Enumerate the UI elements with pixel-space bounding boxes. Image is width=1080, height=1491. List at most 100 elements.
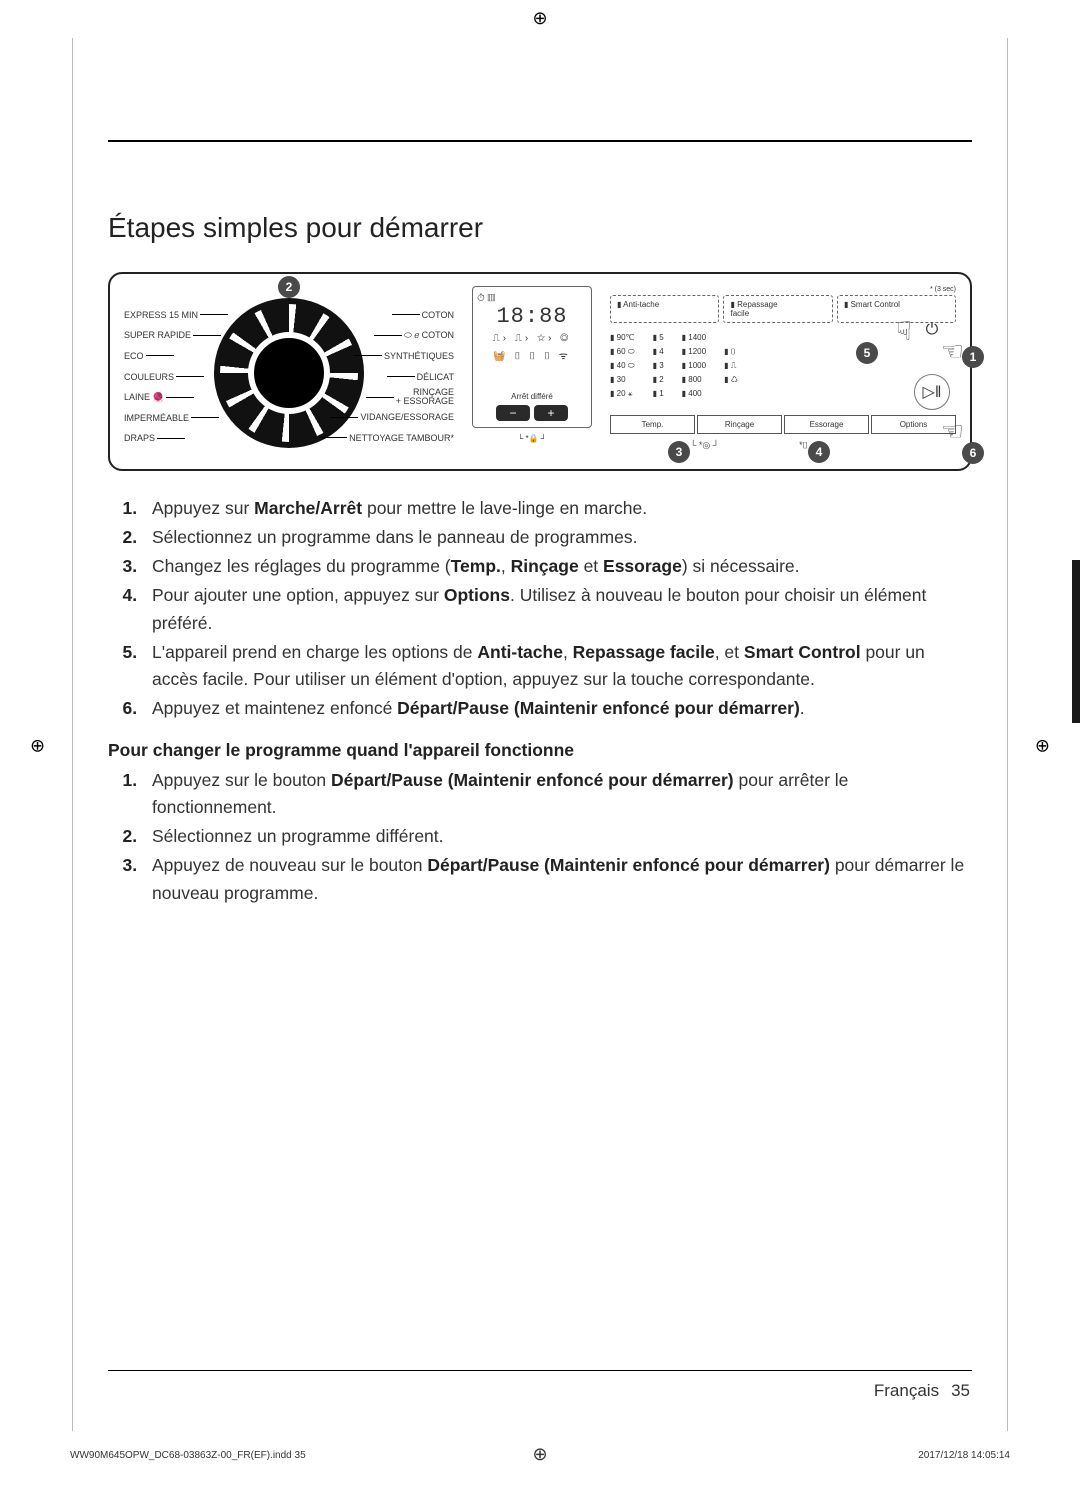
dial-label: EXPRESS 15 MIN (124, 305, 198, 325)
step-item: Pour ajouter une option, appuyez sur Opt… (142, 582, 972, 636)
footer-text: Français 35 (874, 1381, 970, 1401)
step-item: Appuyez de nouveau sur le bouton Départ/… (142, 852, 972, 906)
text: Sélectionnez un programme dans le pannea… (152, 527, 637, 547)
spin-item: ▮ 800 (682, 373, 706, 387)
options-column: ▮ ⌷ ▮ ⎍ ▮ ♺ (724, 345, 738, 401)
selector-spin: Essorage (784, 415, 869, 434)
dial-label: ⬭ 𝑒 COTON (404, 325, 454, 345)
minus-button: − (496, 405, 530, 421)
dial-label: DÉLICAT (417, 367, 454, 387)
control-panel-diagram: 2 EXPRESS 15 MIN SUPER RAPIDE ECO COULEU… (108, 272, 972, 471)
text: Sélectionnez un programme différent. (152, 826, 444, 846)
step-item: Appuyez sur le bouton Départ/Pause (Main… (142, 767, 972, 821)
bold-text: Essorage (603, 556, 682, 576)
footer-language: Français (874, 1381, 939, 1400)
callout-4: 4 (808, 441, 830, 463)
rinse-item: ▮ 4 (653, 345, 664, 359)
display-icons: 🧺 ⌷ ⌷ ⌷ ᯤ (477, 348, 587, 362)
text: Changez les réglages du programme ( (152, 556, 451, 576)
footer-rule (108, 1370, 972, 1371)
temp-item: ▮ 20 ⚹ (610, 387, 635, 401)
sub-heading: Pour changer le programme quand l'appare… (108, 740, 972, 761)
dial-label: DRAPS (124, 428, 155, 448)
hand-pointer-icon: ☜ (941, 336, 964, 367)
display-box: ⏱ ▥ 18:88 ⎍› ⎍› ☆› ◎ 🧺 ⌷ ⌷ ⌷ ᯤ Arrêt dif… (472, 286, 592, 428)
dial-labels-right: COTON ⬭ 𝑒 COTON SYNTHÉTIQUES DÉLICAT RIN… (319, 304, 454, 448)
text: Appuyez et maintenez enfoncé (152, 698, 397, 718)
rinse-item: ▮ 5 (653, 331, 664, 345)
callout-5: 5 (856, 342, 878, 364)
rinse-under: └ *◎ ┘ (690, 440, 719, 451)
spin-column: ▮ 1400 ▮ 1200 ▮ 1000 ▮ 800 ▮ 400 (682, 331, 706, 401)
dial-labels-left: EXPRESS 15 MIN SUPER RAPIDE ECO COULEURS… (124, 304, 228, 448)
dial-label: VIDANGE/ESSORAGE (360, 407, 454, 427)
callout-3: 3 (668, 441, 690, 463)
bold-text: Départ/Pause (Maintenir enfoncé pour dém… (331, 770, 734, 790)
dial-label: SYNTHÉTIQUES (384, 346, 454, 366)
step-item: Changez les réglages du programme (Temp.… (142, 553, 972, 580)
plus-button: + (534, 405, 568, 421)
print-meta-left: WW90M645OPW_DC68-03863Z-00_FR(EF).indd 3… (70, 1450, 306, 1461)
text: Appuyez sur (152, 498, 254, 518)
text: Pour ajouter une option, appuyez sur (152, 585, 444, 605)
footer-page-number: 35 (951, 1381, 970, 1400)
step-item: Sélectionnez un programme dans le pannea… (142, 524, 972, 551)
step-item: Appuyez sur Marche/Arrêt pour mettre le … (142, 495, 972, 522)
dial-label: LAINE 🧶 (124, 387, 164, 407)
rinse-item: ▮ 2 (653, 373, 664, 387)
dial-column: 2 EXPRESS 15 MIN SUPER RAPIDE ECO COULEU… (124, 286, 454, 451)
page-title: Étapes simples pour démarrer (108, 212, 972, 244)
rinse-column: ▮ 5 ▮ 4 ▮ 3 ▮ 2 ▮ 1 (653, 331, 664, 401)
temp-item: ▮ 60 ⬭ (610, 345, 635, 359)
bold-text: Marche/Arrêt (254, 498, 362, 518)
text: Appuyez sur le bouton (152, 770, 331, 790)
temp-item: ▮ 40 ⬭ (610, 359, 635, 373)
bold-text: Départ/Pause (Maintenir enfoncé pour dém… (397, 698, 800, 718)
crop-mark-left-icon: ⊕ (30, 735, 45, 756)
option-antistain: ▮ Anti-tache (610, 295, 719, 323)
bold-text: Options (444, 585, 510, 605)
step-item: L'appareil prend en charge les options d… (142, 639, 972, 693)
spin-item: ▮ 1200 (682, 345, 706, 359)
dial-label: COULEURS (124, 367, 174, 387)
display-icons: ⏱ ▥ (477, 293, 587, 304)
segment-display: 18:88 (477, 304, 587, 329)
selector-rinse: Rinçage (697, 415, 782, 434)
top-rule (108, 140, 972, 142)
dial-label: NETTOYAGE TAMBOUR* (349, 428, 454, 448)
delay-start-label: Arrêt différé (477, 392, 587, 401)
temp-item: ▮ 90℃ (610, 331, 635, 345)
display-column: ⏱ ▥ 18:88 ⎍› ⎍› ☆› ◎ 🧺 ⌷ ⌷ ⌷ ᯤ Arrêt dif… (472, 286, 592, 451)
spin-item: ▮ 1000 (682, 359, 706, 373)
bold-text: Départ/Pause (Maintenir enfoncé pour dém… (427, 855, 830, 875)
temp-item: ▮ 30 (610, 373, 635, 387)
callout-6: 6 (962, 442, 984, 464)
step-item: Appuyez et maintenez enfoncé Départ/Paus… (142, 695, 972, 722)
rinse-item: ▮ 1 (653, 387, 664, 401)
crop-mark-top-icon: ⊕ (532, 8, 547, 29)
crop-mark-right-icon: ⊕ (1035, 735, 1050, 756)
hand-pointer-icon: ☜ (941, 416, 964, 447)
lock-indicator: └ *🔒 ┘ (472, 434, 592, 443)
spin-item: ▮ 1400 (682, 331, 706, 345)
step-item: Sélectionnez un programme différent. (142, 823, 972, 850)
rinse-item: ▮ 3 (653, 359, 664, 373)
text: . (800, 698, 805, 718)
text: , (501, 556, 511, 576)
temp-column: ▮ 90℃ ▮ 60 ⬭ ▮ 40 ⬭ ▮ 30 ▮ 20 ⚹ (610, 331, 635, 401)
callout-1: 1 (962, 346, 984, 368)
steps-list-2: Appuyez sur le bouton Départ/Pause (Main… (108, 767, 972, 907)
print-meta-right: 2017/12/18 14:05:14 (918, 1450, 1010, 1461)
opt-item: ▮ ⎍ (724, 359, 738, 373)
callout-2: 2 (278, 276, 300, 298)
bold-text: Repassage facile (573, 642, 715, 662)
selector-temp: Temp. (610, 415, 695, 434)
text: Appuyez de nouveau sur le bouton (152, 855, 427, 875)
dial-label: RINÇAGE + ESSORAGE (396, 388, 454, 406)
text: , et (715, 642, 744, 662)
bold-text: Smart Control (744, 642, 861, 662)
start-pause-icon: ▷‖ (914, 374, 950, 410)
options-under: *⌷ (799, 440, 808, 451)
dial-label: SUPER RAPIDE (124, 325, 191, 345)
dial-label: COTON (422, 305, 454, 325)
